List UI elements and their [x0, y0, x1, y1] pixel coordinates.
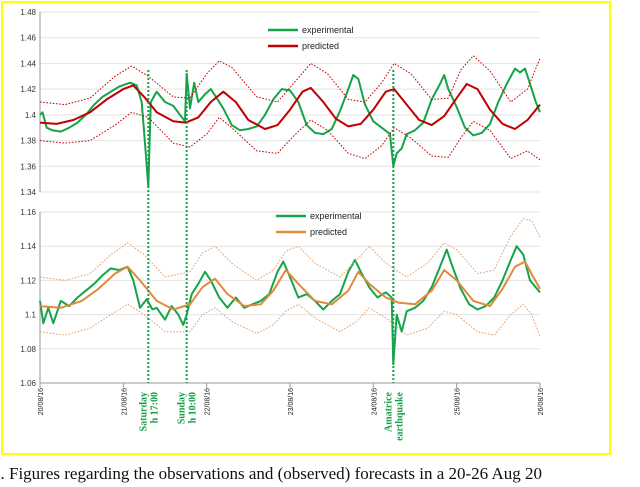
x-tick-label: 20/08/16: [38, 388, 45, 415]
x-tick-label: 21/08/16: [121, 388, 128, 415]
y-tick-label: 1.14: [20, 242, 36, 251]
y-tick-label: 1.4: [25, 111, 37, 120]
y-tick-label: 1.48: [20, 8, 36, 17]
x-tick-label: 25/08/16: [455, 388, 462, 415]
series-line-upper-band: [39, 55, 541, 106]
chart-canvas: 1.48 1.46 1.44 1.42 1.4 1.38 1.36 1.34 experimen…: [20, 8, 545, 441]
series-line-predicted: [39, 260, 541, 311]
y-tick-label: 1.12: [20, 276, 36, 285]
y-tick-label: 1.16: [20, 208, 36, 217]
event-label-line1: Amatrice: [383, 391, 394, 432]
figure-frame: [1, 1, 611, 455]
series-line-experimental: [39, 245, 541, 366]
series-line-predicted: [39, 83, 541, 130]
legend-label: predicted: [310, 227, 347, 237]
y-tick-label: 1.46: [20, 34, 36, 43]
y-tick-label: 1.34: [20, 188, 36, 197]
event-label: Amatrice earthquake: [383, 391, 405, 440]
x-tick-label: 22/08/16: [205, 388, 212, 415]
series-line-upper-band: [39, 218, 541, 281]
y-tick-label: 1.36: [20, 162, 36, 171]
x-tick-label: 26/08/16: [538, 388, 545, 415]
event-label: Saturday h 17:00: [138, 392, 160, 431]
legend-label: predicted: [302, 41, 339, 51]
y-tick-label: 1.42: [20, 85, 36, 94]
event-label-line1: Sunday: [177, 392, 188, 424]
y-tick-label: 1.38: [20, 137, 36, 146]
event-label-line2: earthquake: [394, 391, 405, 440]
figure-caption: 2. Figures regarding the observations an…: [0, 464, 640, 487]
event-label-line2: h 10:00: [188, 392, 199, 423]
x-tick-label: 23/08/16: [288, 388, 295, 415]
legend-label: experimental: [310, 211, 362, 221]
event-label-line2: h 17:00: [149, 392, 160, 423]
legend-label: experimental: [302, 25, 354, 35]
caption-text: 2. Figures regarding the observations an…: [0, 464, 543, 483]
y-tick-label: 1.08: [20, 345, 36, 354]
y-tick-label: 1.44: [20, 59, 36, 68]
series-line-lower-band: [39, 303, 541, 337]
series-line-lower-band: [39, 111, 541, 161]
y-tick-label: 1.1: [25, 311, 37, 320]
x-tick-label: 24/08/16: [371, 388, 378, 415]
y-tick-label: 1.06: [20, 379, 36, 388]
event-label: Sunday h 10:00: [177, 392, 199, 424]
event-label-line1: Saturday: [138, 392, 149, 431]
